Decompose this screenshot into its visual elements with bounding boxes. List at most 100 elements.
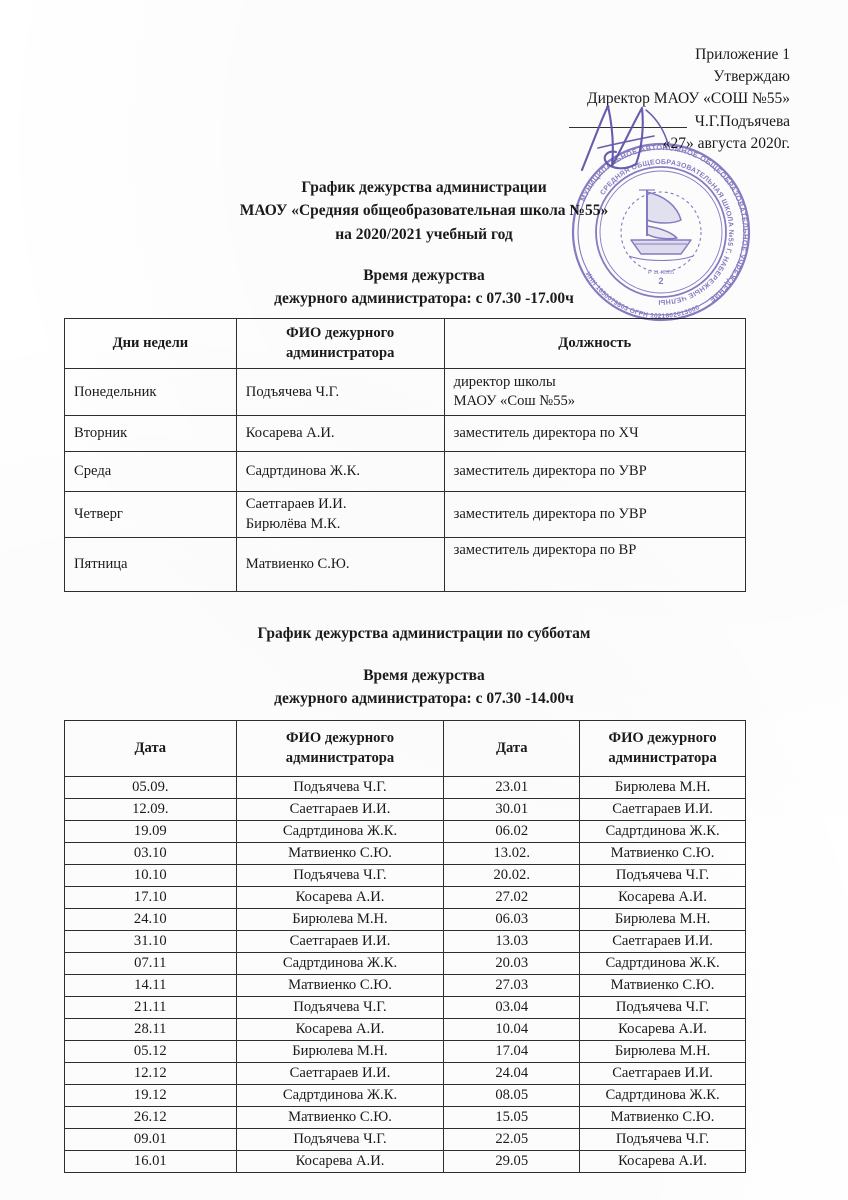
cell-name-left: Косарева А.И. [235,1150,445,1173]
cell-name-right: Подъячева Ч.Г. [579,1128,746,1151]
cell-name-right: Подъячева Ч.Г. [579,996,746,1019]
cell-day: Вторник [64,415,237,452]
cell-day: Понедельник [64,368,237,416]
cell-name-right: Саетгараев И.И. [579,930,746,953]
header-admin-name: ФИО дежурного администратора [235,318,445,369]
table-row: 26.12 Матвиенко С.Ю. 15.05 Матвиенко С.Ю. [64,1106,746,1129]
cell-date-left: 09.01 [64,1128,237,1151]
header-position: Должность [443,318,747,369]
cell-date-left: 10.10 [64,864,237,887]
saturday-title-text: График дежурства администрации по суббот… [257,625,591,642]
cell-date-right: 20.03 [443,952,581,975]
table-row: 12.12 Саетгараев И.И. 24.04 Саетгараев И.И. [64,1062,746,1085]
cell-name-left: Саетгараев И.И. [235,1062,445,1085]
table-row: 21.11 Подъячева Ч.Г. 03.04 Подъячева Ч.Г. [64,996,746,1019]
cell-date-right: 29.05 [443,1150,581,1173]
cell-name: Садртдинова Ж.К. [235,451,445,492]
cell-date-right: 20.02. [443,864,581,887]
cell-day: Среда [64,451,237,492]
cell-date-left: 26.12 [64,1106,237,1129]
table-row: 16.01 Косарева А.И. 29.05 Косарева А.И. [64,1150,746,1173]
table-row: 17.10 Косарева А.И. 27.02 Косарева А.И. [64,886,746,909]
cell-date-left: 12.12 [64,1062,237,1085]
main-title: График дежурства администрации МАОУ «Сре… [0,176,848,246]
cell-date-left: 14.11 [64,974,237,997]
cell-name-left: Матвиенко С.Ю. [235,974,445,997]
cell-date-left: 12.09. [64,798,237,821]
duty-time-weekdays-line-1: Время дежурства [363,267,485,284]
table-header-row: Дни недели ФИО дежурного администратора … [64,318,747,369]
table-row: 07.11 Садртдинова Ж.К. 20.03 Садртдинова Ж.… [64,952,746,975]
cell-name-left: Саетгараев И.И. [235,798,445,821]
cell-date-right: 17.04 [443,1040,581,1063]
cell-date-left: 21.11 [64,996,237,1019]
cell-position: директор школы МАОУ «Сош №55» [443,368,747,416]
cell-name-right: Садртдинова Ж.К. [579,820,746,843]
director-title-line: Директор МАОУ «СОШ №55» [587,90,790,107]
cell-date-right: 30.01 [443,798,581,821]
cell-date-left: 07.11 [64,952,237,975]
cell-name: Саетгараев И.И. Бирюлёва М.К. [235,491,445,538]
header-day-of-week: Дни недели [64,318,237,369]
cell-name-left: Садртдинова Ж.К. [235,952,445,975]
duty-time-saturdays: Время дежурства дежурного администратора… [0,664,848,711]
cell-name-right: Бирюлева М.Н. [579,1040,746,1063]
cell-position: заместитель директора по УВР [443,451,747,492]
main-title-line-3: на 2020/2021 учебный год [335,225,513,243]
header-admin-name-left: ФИО дежурного администратора [235,720,445,777]
cell-name-right: Саетгараев И.И. [579,798,746,821]
duty-time-saturdays-line-1: Время дежурства [363,667,485,684]
cell-date-left: 19.12 [64,1084,237,1107]
cell-date-right: 15.05 [443,1106,581,1129]
weekdays-duty-table: Дни недели ФИО дежурного администратора … [64,318,747,592]
cell-name-left: Бирюлева М.Н. [235,908,445,931]
cell-date-left: 31.10 [64,930,237,953]
cell-date-left: 16.01 [64,1150,237,1173]
cell-date-right: 06.02 [443,820,581,843]
table-row: 12.09. Саетгараев И.И. 30.01 Саетгараев И.И… [64,798,746,821]
cell-date-right: 08.05 [443,1084,581,1107]
approval-date: «27» августа 2020г. [662,135,790,152]
cell-date-left: 05.12 [64,1040,237,1063]
cell-name-left: Матвиенко С.Ю. [235,842,445,865]
cell-name-left: Подъячева Ч.Г. [235,1128,445,1151]
table-row: 05.09. Подъячева Ч.Г. 23.01 Бирюлева М.Н. [64,776,746,799]
cell-name-right: Косарева А.И. [579,1150,746,1173]
cell-name: Подъячева Ч.Г. [235,368,445,416]
table-row: 14.11 Матвиенко С.Ю. 27.03 Матвиенко С.Ю. [64,974,746,997]
cell-date-left: 03.10 [64,842,237,865]
cell-name: Косарева А.И. [235,415,445,452]
cell-name-right: Саетгараев И.И. [579,1062,746,1085]
cell-name-left: Косарева А.И. [235,1018,445,1041]
cell-name-right: Матвиенко С.Ю. [579,974,746,997]
duty-time-weekdays-line-2: дежурного администратора: с 07.30 -17.00… [274,290,574,308]
cell-position: заместитель директора по ВР [443,537,747,592]
main-title-line-2: МАОУ «Средняя общеобразовательная школа … [239,202,609,220]
cell-name-right: Бирюлева М.Н. [579,908,746,931]
cell-name-right: Подъячева Ч.Г. [579,864,746,887]
cell-date-left: 05.09. [64,776,237,799]
table-row: Вторник Косарева А.И. заместитель директ… [64,415,747,452]
cell-name-right: Косарева А.И. [579,886,746,909]
cell-name-right: Садртдинова Ж.К. [579,952,746,975]
table-row: 10.10 Подъячева Ч.Г. 20.02. Подъячева Ч.Г. [64,864,746,887]
duty-time-saturdays-line-2: дежурного администратора: с 07.30 -14.00… [274,690,574,708]
table-row: 28.11 Косарева А.И. 10.04 Косарева А.И. [64,1018,746,1041]
cell-date-left: 17.10 [64,886,237,909]
cell-date-right: 23.01 [443,776,581,799]
cell-date-right: 24.04 [443,1062,581,1085]
table-row: 19.09 Садртдинова Ж.К. 06.02 Садртдинова Ж.… [64,820,746,843]
cell-name-left: Подъячева Ч.Г. [235,776,445,799]
cell-date-right: 27.03 [443,974,581,997]
table-row: Пятница Матвиенко С.Ю. заместитель дирек… [64,537,747,592]
table-row: 19.12 Садртдинова Ж.К. 08.05 Садртдинова Ж.… [64,1084,746,1107]
appendix-label: Приложение 1 [695,46,790,63]
cell-name-left: Садртдинова Ж.К. [235,820,445,843]
header-admin-name-right: ФИО дежурного администратора [579,720,746,777]
header-date-right: Дата [443,720,581,777]
cell-name-left: Бирюлева М.Н. [235,1040,445,1063]
cell-name-left: Саетгараев И.И. [235,930,445,953]
table-row: Среда Садртдинова Ж.К. заместитель дирек… [64,451,747,492]
table-row: 24.10 Бирюлева М.Н. 06.03 Бирюлева М.Н. [64,908,746,931]
